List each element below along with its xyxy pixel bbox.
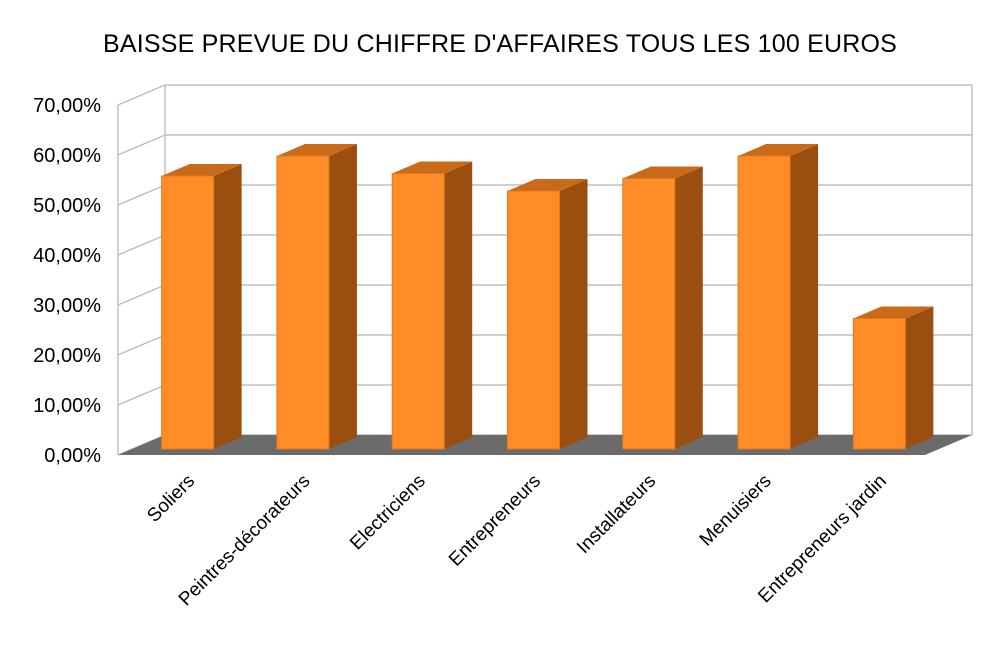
chart-title: BAISSE PREVUE DU CHIFFRE D'AFFAIRES TOUS…	[102, 30, 898, 58]
y-axis-tick-labels: 0,00% 10,00% 20,00% 30,00% 40,00% 50,00% 60,00…	[33, 95, 101, 467]
bar-top	[161, 164, 242, 176]
y-tick-label: 10,00%	[33, 395, 101, 417]
bar-top	[853, 306, 934, 319]
bar	[161, 164, 242, 450]
bar-front	[737, 155, 791, 450]
grid-line-side	[117, 284, 166, 306]
bar-top	[738, 144, 819, 156]
x-category-label: Electriciens	[346, 471, 430, 555]
y-tick-label: 0,00%	[44, 445, 101, 467]
y-tick-label: 70,00%	[33, 95, 101, 117]
x-category-label: Peintres-décorateurs	[175, 471, 315, 611]
bar	[391, 161, 473, 450]
grid-line-side	[117, 184, 166, 206]
bar-side	[559, 179, 588, 449]
y-tick-label: 30,00%	[33, 295, 101, 317]
x-category-label: Installateurs	[573, 471, 660, 558]
x-category-label: Menuisiers	[696, 471, 776, 551]
bar-front	[276, 155, 330, 450]
bar	[737, 144, 819, 450]
bar-side	[213, 164, 242, 449]
grid-line-side	[117, 84, 166, 106]
bar-side	[790, 144, 819, 449]
grid-line-side	[117, 234, 166, 256]
bar-front	[622, 178, 676, 450]
y-tick-label: 40,00%	[33, 245, 101, 267]
y-tick-label: 20,00%	[33, 345, 101, 367]
grid-line-side	[117, 334, 166, 356]
bar	[622, 166, 703, 450]
bar	[507, 179, 588, 450]
x-category-label: Entrepreneurs	[445, 471, 545, 571]
bar-front	[391, 173, 445, 450]
bar-side	[905, 306, 934, 449]
bar-top	[507, 179, 588, 191]
bar-front	[161, 175, 215, 450]
y-tick-label: 50,00%	[33, 195, 101, 217]
bar-side	[674, 166, 703, 449]
x-category-label: Entrepreneurs jardin	[754, 471, 891, 608]
y-tick-label: 60,00%	[33, 145, 101, 167]
bar-side	[444, 161, 473, 449]
bar	[852, 306, 934, 450]
bar-top	[276, 144, 357, 156]
bar-top	[392, 161, 473, 174]
grid-line-side	[117, 384, 166, 406]
bar-front	[852, 318, 906, 450]
chart-bars	[161, 144, 934, 450]
grid-line-side	[117, 134, 166, 156]
bar-top	[622, 166, 703, 179]
x-category-label: Soliers	[143, 471, 199, 527]
bar-side	[328, 144, 357, 449]
bar	[276, 144, 357, 450]
bar-front	[507, 190, 560, 450]
